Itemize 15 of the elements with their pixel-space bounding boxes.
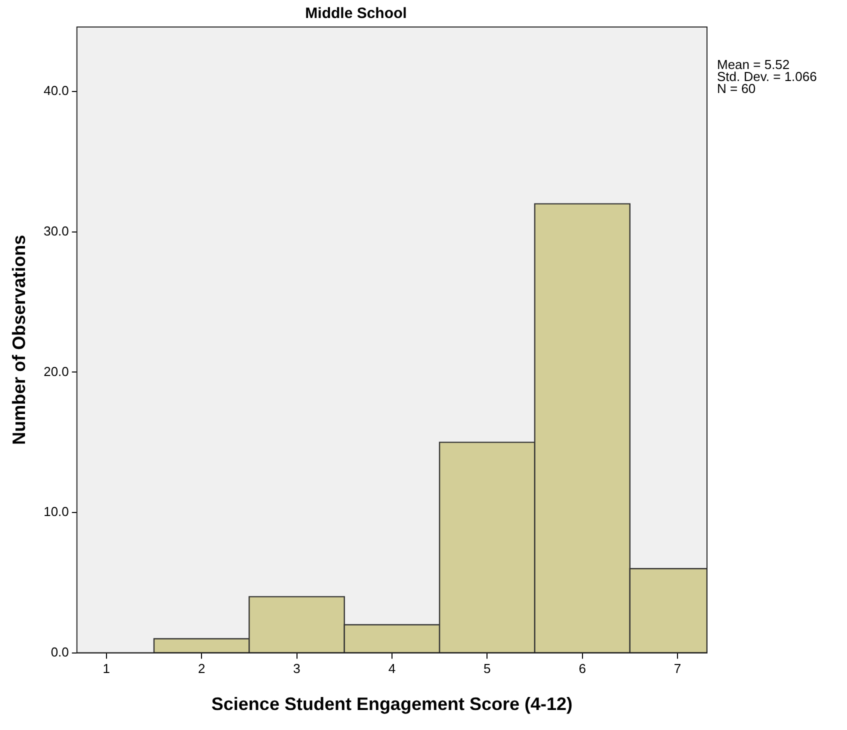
- y-tick-label: 0.0: [50, 644, 69, 660]
- x-tick-label: 4: [388, 661, 396, 676]
- x-tick-label: 7: [674, 661, 682, 676]
- x-tick-label: 1: [102, 661, 110, 676]
- y-tick-label: 40.0: [44, 83, 69, 98]
- x-tick-label: 6: [578, 661, 586, 676]
- x-tick-label: 5: [484, 661, 491, 676]
- x-tick-label: 2: [198, 661, 206, 676]
- x-axis-title: Science Student Engagement Score (4-12): [211, 694, 573, 714]
- y-axis-title: Number of Observations: [8, 234, 29, 445]
- y-tick-label: 10.0: [44, 504, 69, 520]
- y-tick-label: 30.0: [44, 223, 69, 238]
- y-tick-label: 20.0: [44, 364, 69, 379]
- chart-title: Middle School: [305, 5, 407, 22]
- x-tick-label: 3: [293, 661, 300, 676]
